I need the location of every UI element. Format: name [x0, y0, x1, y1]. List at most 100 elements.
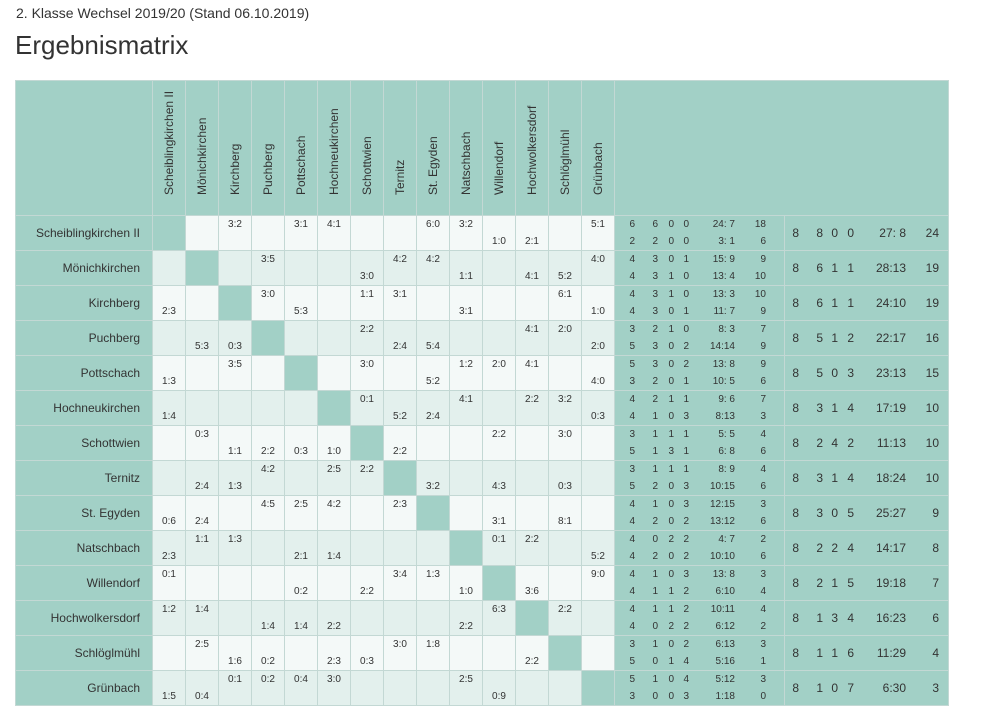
stat-value: 6 — [629, 219, 635, 230]
home-stats-row: 4 1 0 3 12:15 3 — [616, 497, 784, 514]
stat-value: 3 — [683, 569, 689, 580]
result-second-leg: 1:1 — [459, 271, 473, 282]
row-team-name: Ternitz — [15, 460, 153, 496]
away-stats-row: 4 2 0 2 13:12 6 — [616, 513, 784, 530]
result-cell — [152, 250, 186, 286]
stat-value: 10:15 — [709, 481, 735, 492]
stat-value: 0 — [683, 236, 689, 247]
result-cell — [416, 530, 450, 566]
result-cell: 4:1 — [449, 390, 483, 426]
stat-value: 2 — [683, 639, 689, 650]
result-second-leg: 5:3 — [195, 341, 209, 352]
stat-value: 10 — [754, 289, 766, 300]
stat-value: 18 — [754, 219, 766, 230]
result-cell — [152, 635, 186, 671]
result-first-leg: 4:2 — [327, 499, 341, 510]
result-cell — [218, 600, 252, 636]
result-first-leg: 3:5 — [261, 254, 275, 265]
column-header-label: St. Egyden — [426, 136, 440, 195]
stat-value: 0 — [668, 254, 674, 265]
total-value: 25:27 — [875, 506, 906, 520]
total-value: 1 — [816, 681, 823, 695]
stat-value: 13: 8 — [712, 569, 735, 580]
result-cell: 3:0 — [548, 425, 582, 461]
total-value: 3 — [816, 471, 823, 485]
total-value: 1 — [816, 611, 823, 625]
home-stats-row: 4 3 0 1 15: 9 9 — [616, 252, 784, 269]
result-cell: 5:2 — [383, 390, 417, 426]
stat-value: 4 — [629, 516, 635, 527]
result-cell — [251, 355, 285, 391]
total-stats-row: 8 1 0 7 6:30 3 — [786, 672, 948, 705]
total-value: 3 — [816, 506, 823, 520]
stat-value: 10 — [754, 271, 766, 282]
stat-value: 3 — [652, 271, 658, 282]
stat-value: 1 — [668, 586, 674, 597]
result-first-leg: 1:8 — [426, 639, 440, 650]
total-value: 4 — [847, 471, 854, 485]
result-cell: 4:2 — [317, 495, 351, 531]
result-second-leg: 0:6 — [162, 516, 176, 527]
result-first-leg: 4:2 — [426, 254, 440, 265]
home-away-stats: 4 0 2 2 4: 7 2 4 2 0 2 10:10 6 — [614, 530, 785, 566]
result-first-leg: 1:1 — [360, 289, 374, 300]
result-cell: 4:0 — [581, 355, 615, 391]
result-second-leg: 0:2 — [261, 656, 275, 667]
result-first-leg: 0:1 — [492, 534, 506, 545]
row-team-name: Hochwolkersdorf — [15, 600, 153, 636]
total-value: 19:18 — [875, 576, 906, 590]
result-first-leg: 0:1 — [162, 569, 176, 580]
result-first-leg: 3:2 — [558, 394, 572, 405]
total-value: 27: 8 — [879, 226, 906, 240]
result-cell: 0:1 — [152, 565, 186, 601]
result-first-leg: 4:1 — [525, 359, 539, 370]
result-cell — [449, 635, 483, 671]
result-cell: 3:4 — [383, 565, 417, 601]
stat-value: 1 — [652, 674, 658, 685]
result-second-leg: 2:0 — [591, 341, 605, 352]
total-value: 4 — [847, 401, 854, 415]
result-second-leg: 2:1 — [525, 236, 539, 247]
result-cell: 2:2 — [350, 320, 384, 356]
stat-value: 4: 7 — [718, 534, 735, 545]
stat-value: 1 — [668, 324, 674, 335]
total-stats-row: 8 3 1 4 18:24 10 — [786, 462, 948, 495]
result-cell — [218, 390, 252, 426]
matrix-diagonal-cell — [581, 670, 615, 706]
result-first-leg: 3:1 — [393, 289, 407, 300]
total-value: 14:17 — [875, 541, 906, 555]
result-first-leg: 2:5 — [195, 639, 209, 650]
result-second-leg: 1:6 — [228, 656, 242, 667]
stat-value: 3 — [760, 639, 766, 650]
total-value: 19 — [925, 296, 939, 310]
table-row: Pottschach 1:3 3:5 3:0 5:2 1:2 2:0 4:1 4:0 5 3 0 2 13… — [15, 355, 949, 391]
home-stats-row: 6 6 0 0 24: 7 18 — [616, 217, 784, 234]
result-cell — [383, 600, 417, 636]
stat-value: 0 — [668, 341, 674, 352]
result-cell: 1:4 — [251, 600, 285, 636]
result-cell: 3:0 — [317, 670, 351, 706]
total-value: 0 — [831, 681, 838, 695]
result-second-leg: 2:3 — [162, 306, 176, 317]
result-cell — [317, 250, 351, 286]
stat-value: 13: 8 — [712, 359, 735, 370]
result-cell — [581, 460, 615, 496]
result-cell: 3:2 — [548, 390, 582, 426]
row-team-name: Pottschach — [15, 355, 153, 391]
total-stats: 8 6 1 1 28:13 19 — [784, 250, 949, 286]
column-header-team: St. Egyden — [416, 80, 450, 216]
result-first-leg: 2:2 — [492, 429, 506, 440]
home-stats-row: 4 1 1 2 10:11 4 — [616, 602, 784, 619]
result-second-leg: 1:1 — [228, 446, 242, 457]
stat-value: 0 — [683, 289, 689, 300]
away-stats-row: 3 0 0 3 1:18 0 — [616, 688, 784, 705]
result-second-leg: 5:2 — [393, 411, 407, 422]
total-value: 0 — [847, 226, 854, 240]
result-second-leg: 0:3 — [591, 411, 605, 422]
result-cell — [284, 250, 318, 286]
result-cell — [548, 215, 582, 251]
result-first-leg: 4:5 — [261, 499, 275, 510]
total-stats: 8 2 2 4 14:17 8 — [784, 530, 949, 566]
home-stats-row: 3 1 0 2 6:13 3 — [616, 637, 784, 654]
